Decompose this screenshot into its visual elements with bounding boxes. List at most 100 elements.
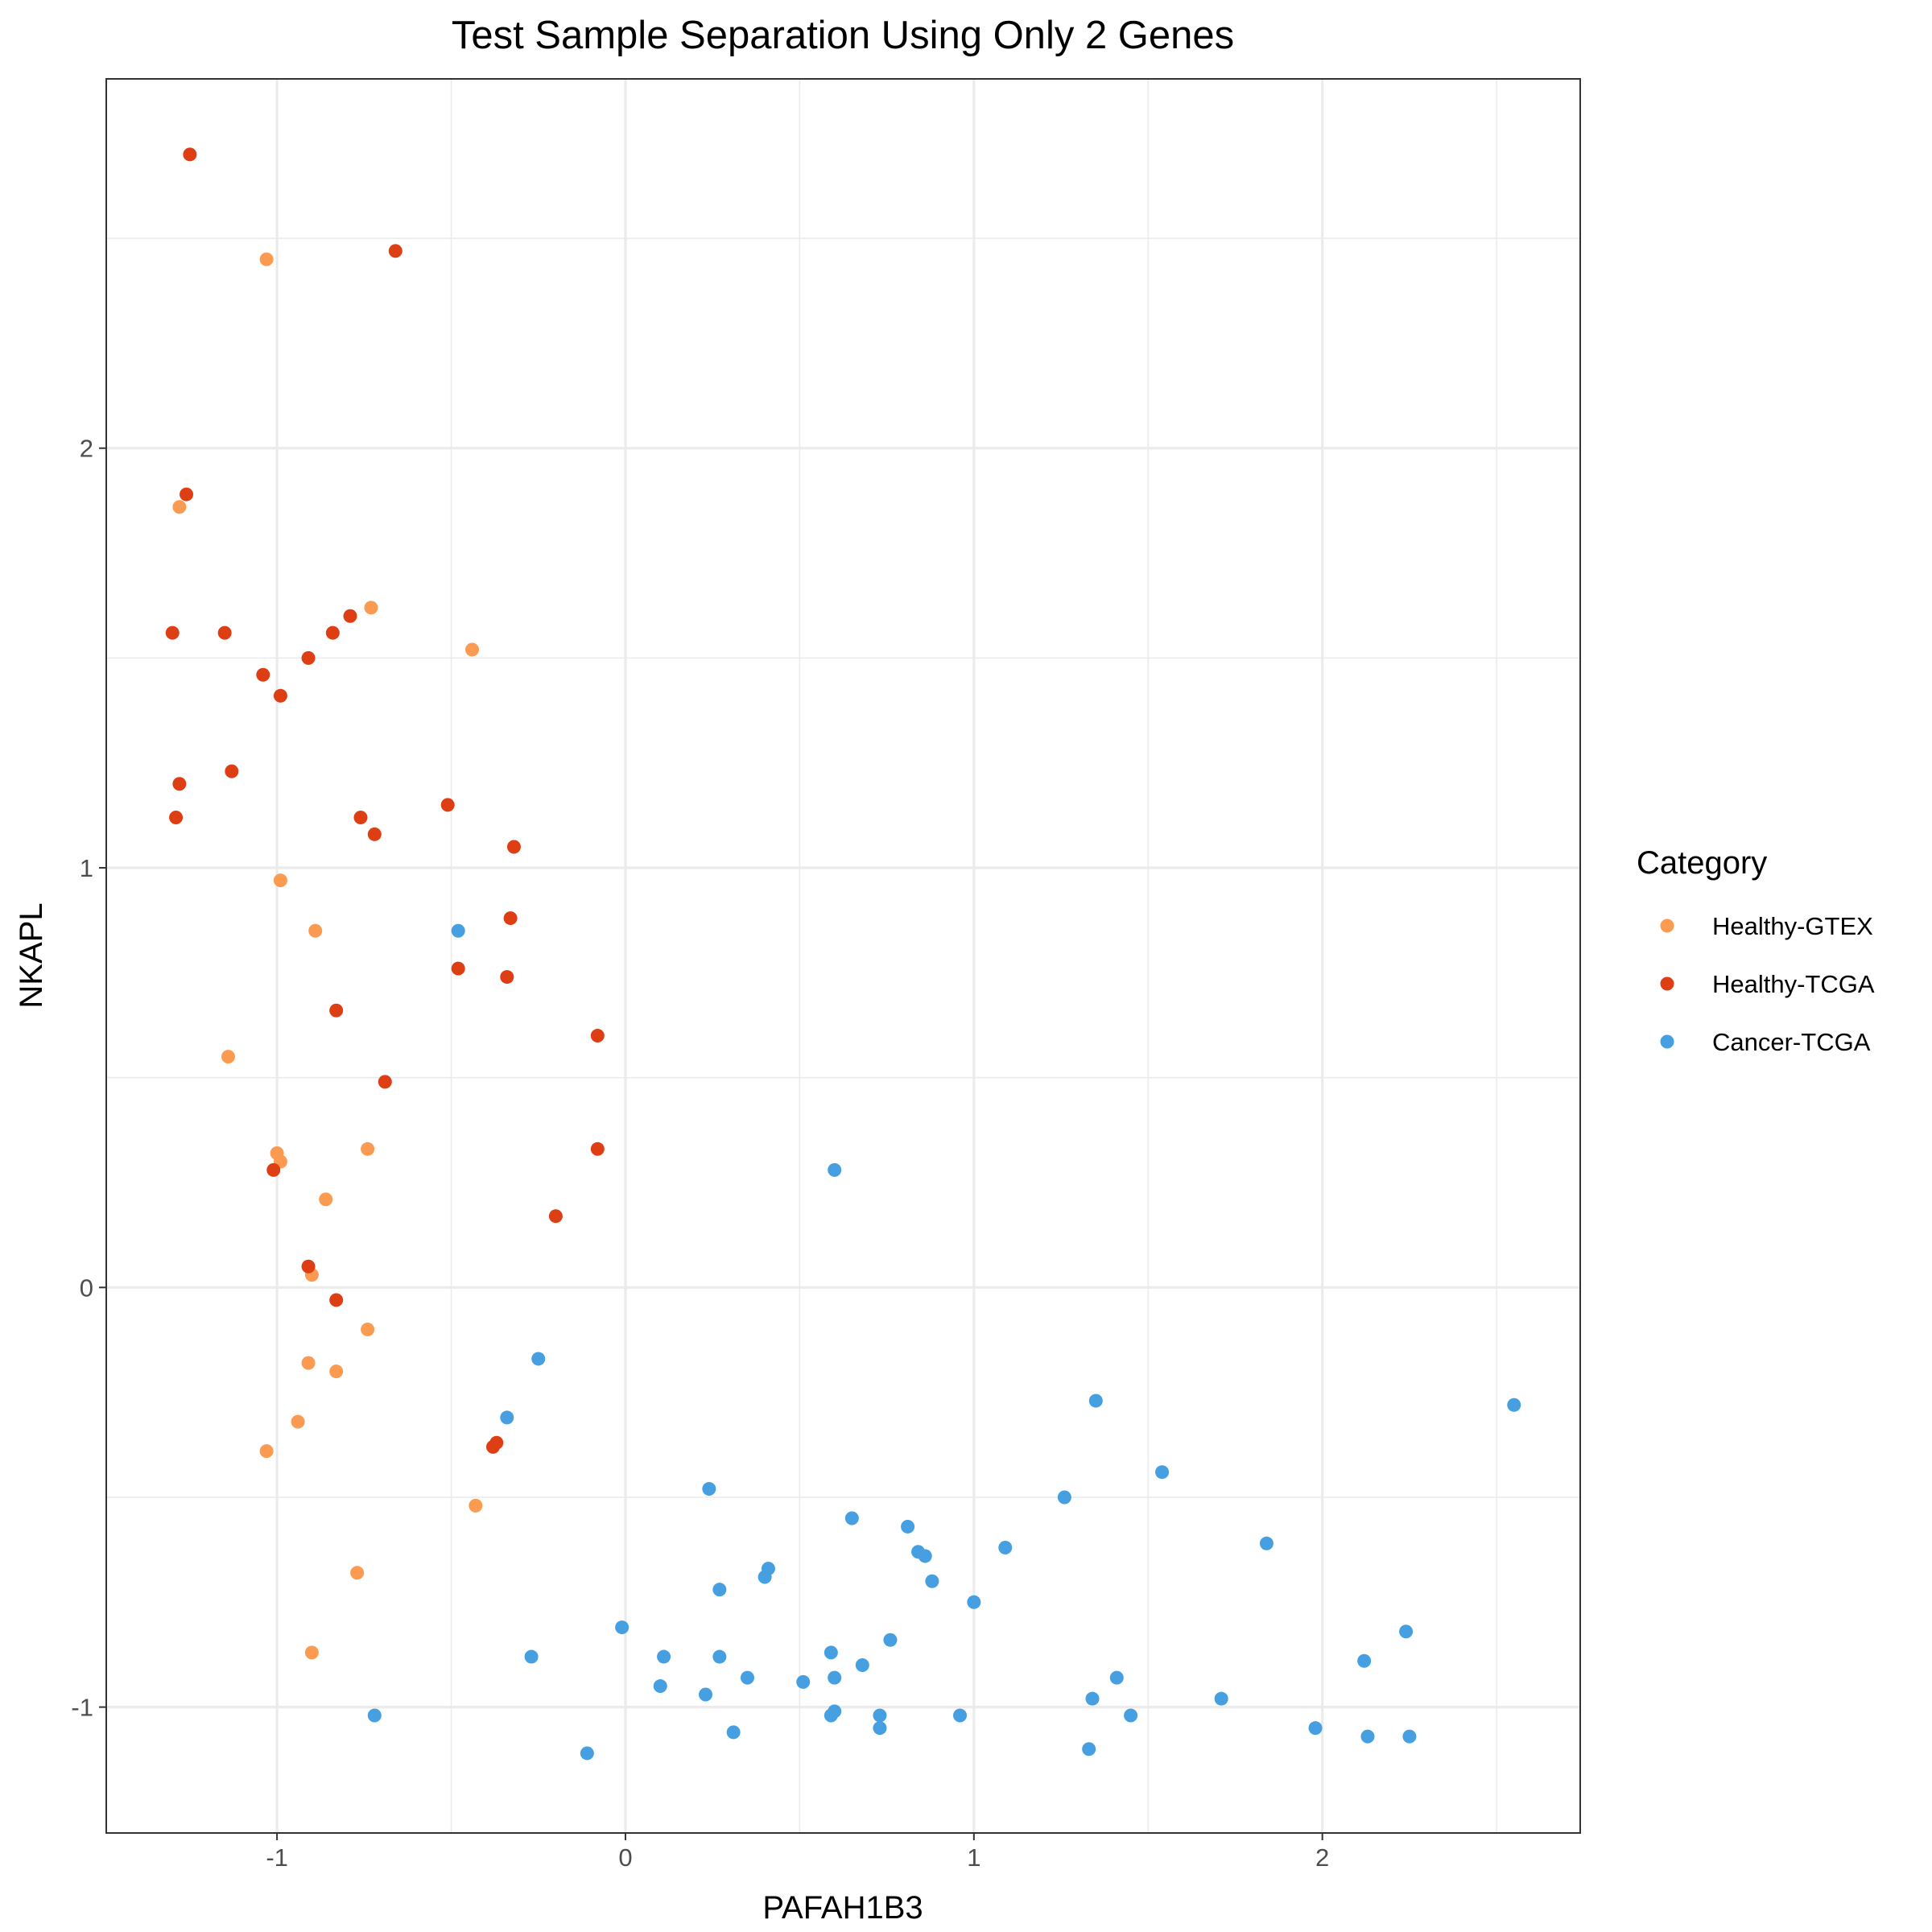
data-point: [524, 1649, 539, 1664]
data-point: [221, 1050, 236, 1064]
data-point: [266, 1162, 281, 1177]
x-tick-label: 1: [967, 1843, 980, 1872]
data-point: [699, 1687, 713, 1702]
data-point: [653, 1679, 667, 1694]
series-healthy-tcga: [165, 147, 605, 1454]
data-point: [217, 625, 232, 640]
data-point: [367, 827, 382, 841]
chart-title: Test Sample Separation Using Only 2 Gene…: [452, 14, 1234, 57]
x-tick-label: 2: [1315, 1843, 1329, 1872]
data-point: [465, 642, 480, 657]
data-point: [967, 1595, 981, 1609]
data-point: [378, 1075, 392, 1089]
grid-minor-lines: [106, 79, 1580, 1833]
data-point: [259, 1444, 274, 1459]
data-point: [590, 1141, 605, 1156]
data-point: [855, 1657, 869, 1672]
legend-item: Healthy-TCGA: [1660, 970, 1875, 998]
legend-item: Healthy-GTEX: [1660, 912, 1873, 940]
data-point: [165, 625, 180, 640]
data-point: [273, 873, 287, 888]
data-point: [828, 1670, 842, 1685]
data-point: [500, 1410, 514, 1425]
y-axis-title: NKAPL: [14, 902, 49, 1008]
data-point: [758, 1570, 772, 1584]
data-point: [180, 487, 194, 502]
data-point: [873, 1708, 887, 1723]
x-axis-title: PAFAH1B3: [762, 1890, 923, 1926]
data-point: [301, 650, 316, 665]
legend-label: Cancer-TCGA: [1712, 1028, 1871, 1056]
data-point: [440, 798, 455, 812]
data-point: [172, 500, 187, 514]
data-point: [712, 1583, 727, 1597]
data-point: [329, 1003, 344, 1018]
data-point: [364, 601, 378, 615]
data-point: [740, 1670, 754, 1685]
legend-key: [1660, 919, 1674, 933]
data-point: [183, 147, 197, 162]
data-point: [353, 810, 368, 824]
data-point: [548, 1209, 563, 1224]
legend-label: Healthy-TCGA: [1712, 970, 1875, 998]
grid-major-lines: [106, 79, 1580, 1833]
data-point: [1360, 1729, 1375, 1744]
data-point: [615, 1620, 630, 1635]
data-point: [503, 911, 518, 926]
data-point: [259, 252, 274, 266]
data-point: [953, 1708, 968, 1723]
data-point: [844, 1511, 859, 1525]
legend-items: Healthy-GTEX Healthy-TCGA Cancer-TCGA: [1660, 912, 1875, 1056]
data-point: [531, 1352, 546, 1366]
data-point: [325, 625, 340, 640]
data-point: [726, 1725, 741, 1740]
data-point: [301, 1356, 316, 1370]
data-point: [712, 1649, 727, 1664]
data-point: [925, 1574, 939, 1588]
data-point: [1085, 1691, 1100, 1706]
y-tick-label: 0: [80, 1274, 93, 1302]
x-axis-tick-labels: -1 0 1 2: [266, 1843, 1329, 1872]
data-point: [1082, 1742, 1096, 1757]
data-point: [1507, 1397, 1521, 1412]
legend-label: Healthy-GTEX: [1712, 912, 1873, 940]
data-point: [506, 840, 521, 854]
legend-key: [1660, 1034, 1674, 1049]
legend: Category Healthy-GTEX Healthy-TCGA Cancer-…: [1637, 845, 1875, 1056]
data-point: [361, 1141, 375, 1156]
data-point: [485, 1439, 500, 1454]
data-point: [319, 1192, 333, 1207]
legend-item: Cancer-TCGA: [1660, 1028, 1871, 1056]
data-point: [361, 1322, 375, 1336]
data-point: [998, 1541, 1013, 1555]
data-point: [301, 1259, 316, 1274]
data-point: [1088, 1393, 1103, 1408]
data-point: [1155, 1465, 1170, 1480]
data-points: [165, 147, 1521, 1761]
data-point: [1308, 1721, 1323, 1736]
legend-key: [1660, 976, 1674, 991]
data-point: [1259, 1536, 1274, 1550]
data-point: [796, 1674, 811, 1689]
data-point: [350, 1566, 365, 1580]
data-point: [291, 1414, 305, 1429]
data-point: [225, 764, 239, 778]
data-point: [824, 1708, 838, 1723]
data-point: [329, 1293, 344, 1307]
axis-ticks: [99, 447, 1323, 1840]
data-point: [172, 777, 187, 791]
data-point: [304, 1645, 319, 1660]
y-tick-label: 1: [80, 854, 93, 882]
x-tick-label: 0: [618, 1843, 632, 1872]
data-point: [451, 961, 465, 976]
data-point: [1109, 1670, 1124, 1685]
data-point: [500, 970, 514, 985]
data-point: [273, 688, 287, 703]
data-point: [367, 1708, 382, 1723]
data-point: [873, 1721, 887, 1736]
data-point: [388, 244, 402, 258]
y-tick-label: -1: [71, 1694, 93, 1722]
data-point: [702, 1482, 716, 1496]
y-tick-label: 2: [80, 435, 93, 463]
